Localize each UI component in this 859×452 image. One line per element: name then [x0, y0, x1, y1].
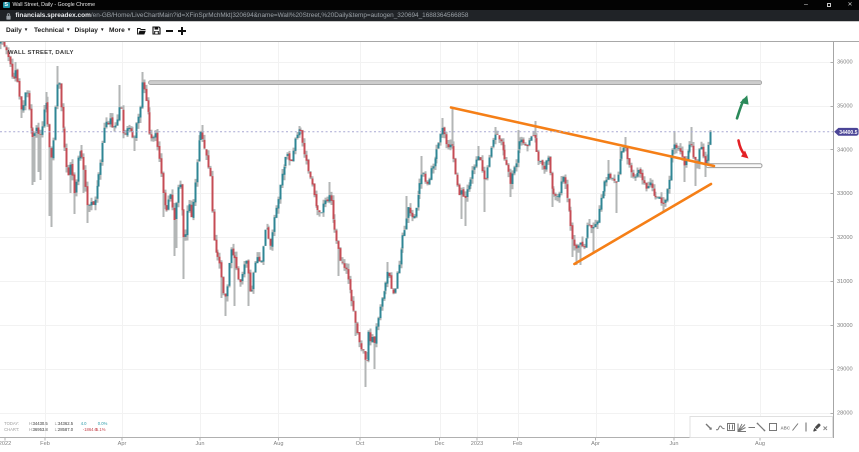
svg-text:WALL STREET, DAILY: WALL STREET, DAILY	[8, 50, 74, 56]
svg-text:Jun: Jun	[669, 441, 678, 447]
svg-text:36000: 36000	[837, 60, 853, 66]
svg-text:Oct: Oct	[356, 441, 365, 447]
svg-text:28587.0: 28587.0	[58, 427, 74, 432]
svg-text:L:: L:	[55, 421, 59, 426]
svg-text:Aug: Aug	[755, 441, 765, 447]
svg-text:31000: 31000	[837, 279, 853, 285]
svg-text:Apr: Apr	[118, 441, 127, 447]
svg-text:TODAY:: TODAY:	[4, 421, 19, 426]
svg-text:-1864.0: -1864.0	[83, 427, 98, 432]
svg-text:2022: 2022	[0, 441, 11, 447]
svg-text:-5.1%: -5.1%	[95, 427, 106, 432]
svg-text:Feb: Feb	[40, 441, 50, 447]
svg-text:H:: H:	[29, 427, 33, 432]
svg-text:Apr: Apr	[591, 441, 600, 447]
svg-text:Feb: Feb	[513, 441, 523, 447]
svg-text:ABC: ABC	[781, 426, 791, 431]
svg-text:4.0: 4.0	[81, 421, 87, 426]
svg-text:34400.5: 34400.5	[839, 130, 857, 136]
svg-text:2023: 2023	[471, 441, 483, 447]
svg-text:Dec: Dec	[435, 441, 445, 447]
svg-text:0.0%: 0.0%	[98, 421, 108, 426]
svg-text:34362.5: 34362.5	[58, 421, 74, 426]
svg-text:H:: H:	[29, 421, 33, 426]
svg-text:33000: 33000	[837, 191, 853, 197]
svg-text:36953.8: 36953.8	[33, 427, 49, 432]
svg-text:28000: 28000	[837, 411, 853, 417]
svg-text:CHART:: CHART:	[4, 427, 19, 432]
svg-text:Jun: Jun	[195, 441, 204, 447]
svg-text:34000: 34000	[837, 147, 853, 153]
svg-text:29000: 29000	[837, 367, 853, 373]
svg-text:L:: L:	[55, 427, 59, 432]
svg-text:Aug: Aug	[274, 441, 284, 447]
svg-text:34430.5: 34430.5	[33, 421, 49, 426]
svg-text:35000: 35000	[837, 104, 853, 110]
svg-text:32000: 32000	[837, 235, 853, 241]
svg-text:30000: 30000	[837, 323, 853, 329]
